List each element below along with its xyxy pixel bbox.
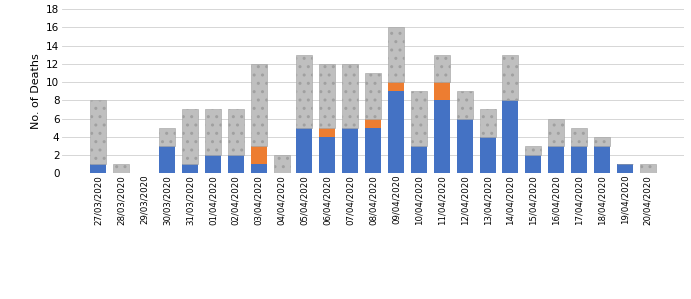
Bar — [342, 128, 358, 173]
Bar — [502, 55, 518, 100]
Bar — [251, 64, 267, 146]
Bar — [251, 146, 267, 164]
Bar — [480, 109, 495, 137]
Bar — [594, 137, 610, 146]
Bar — [411, 91, 427, 146]
Bar — [296, 128, 312, 173]
Bar — [251, 164, 267, 173]
Bar — [480, 137, 495, 173]
Bar — [388, 91, 404, 173]
Bar — [365, 128, 381, 173]
Y-axis label: No. of Deaths: No. of Deaths — [30, 53, 41, 129]
Bar — [274, 155, 290, 173]
Bar — [319, 128, 335, 137]
Bar — [91, 164, 106, 173]
Bar — [525, 155, 541, 173]
Bar — [113, 164, 129, 173]
Bar — [502, 100, 518, 173]
Bar — [319, 64, 335, 128]
Bar — [159, 128, 175, 146]
Bar — [434, 82, 450, 100]
Bar — [296, 55, 312, 128]
Bar — [548, 119, 565, 146]
Bar — [548, 146, 565, 173]
Bar — [411, 146, 427, 173]
Bar — [388, 27, 404, 82]
Bar — [365, 119, 381, 128]
Bar — [182, 164, 198, 173]
Bar — [617, 164, 633, 173]
Bar — [182, 109, 198, 164]
Bar — [434, 100, 450, 173]
Bar — [319, 137, 335, 173]
Bar — [228, 109, 244, 155]
Bar — [342, 64, 358, 128]
Bar — [457, 119, 473, 173]
Bar — [205, 109, 221, 155]
Bar — [525, 146, 541, 155]
Bar — [205, 155, 221, 173]
Bar — [365, 73, 381, 119]
Bar — [159, 146, 175, 173]
Bar — [457, 91, 473, 119]
Bar — [571, 146, 587, 173]
Bar — [434, 55, 450, 82]
Bar — [228, 155, 244, 173]
Bar — [594, 146, 610, 173]
Bar — [388, 82, 404, 91]
Bar — [640, 164, 656, 173]
Bar — [571, 128, 587, 146]
Bar — [91, 100, 106, 164]
